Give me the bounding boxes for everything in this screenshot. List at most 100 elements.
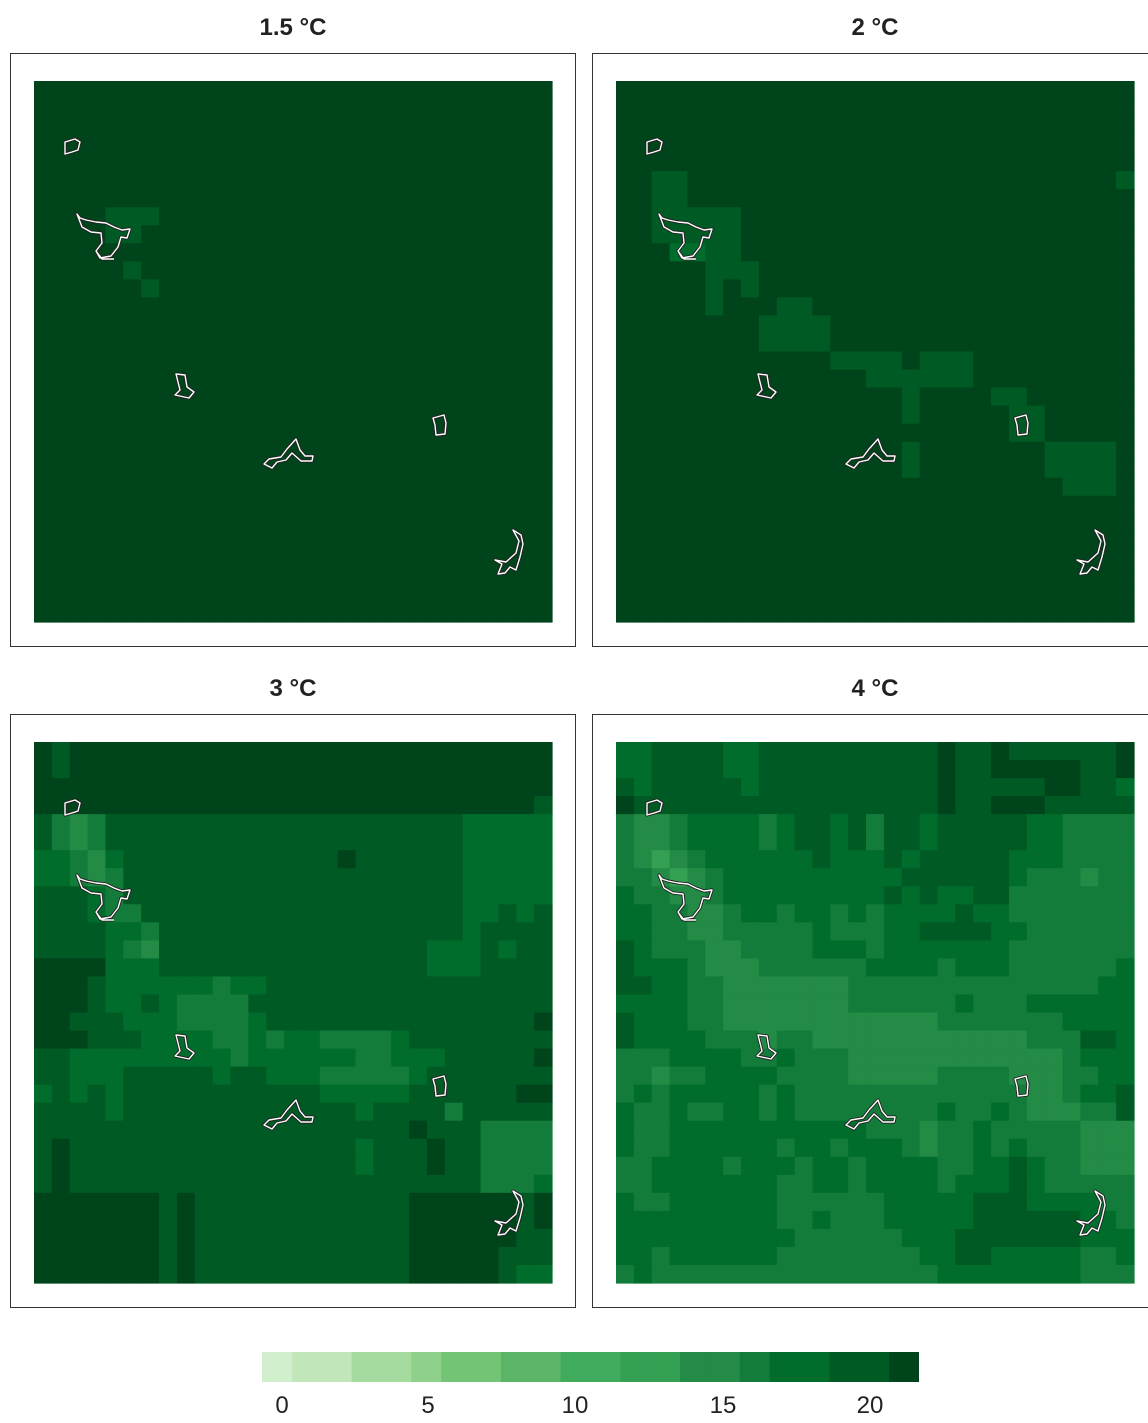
colorbar-tick-label: 10: [561, 1392, 589, 1419]
heatmap-cell: [391, 207, 410, 226]
heatmap-cell: [194, 1102, 214, 1122]
heatmap-cell: [1116, 1066, 1135, 1086]
heatmap-cell: [812, 796, 831, 815]
heatmap-cell: [516, 742, 535, 761]
heatmap-cell: [498, 1246, 517, 1266]
heatmap-cell: [69, 1030, 89, 1050]
heatmap-cell: [337, 369, 357, 389]
heatmap-cell: [883, 135, 903, 154]
heatmap-cell: [883, 760, 903, 779]
heatmap-cell: [919, 603, 939, 623]
heatmap-cell: [794, 850, 814, 869]
heatmap-cell: [812, 81, 831, 100]
heatmap-cell: [34, 567, 53, 587]
heatmap-cell: [373, 1156, 392, 1176]
map-panel: [10, 53, 576, 647]
heatmap-cell: [373, 153, 392, 172]
heatmap-cell: [1080, 1138, 1099, 1158]
heatmap-cell: [301, 1048, 321, 1068]
colorbar-tick-label: 0: [275, 1392, 289, 1419]
heatmap-cell: [866, 531, 885, 551]
heatmap-cell: [409, 1102, 428, 1122]
heatmap-cell: [141, 243, 160, 262]
heatmap-cell: [391, 279, 410, 298]
heatmap-cell: [141, 868, 160, 887]
heatmap-cell: [723, 1084, 742, 1104]
heatmap-cell: [426, 459, 446, 479]
heatmap-cell: [105, 742, 124, 761]
heatmap-cell: [212, 1084, 232, 1104]
heatmap-cell: [1098, 994, 1117, 1014]
heatmap-cell: [355, 1048, 374, 1068]
heatmap-cell: [337, 994, 357, 1014]
heatmap-cell: [669, 585, 689, 605]
heatmap-cell: [687, 796, 706, 815]
heatmap-cell: [301, 513, 321, 533]
heatmap-cell: [776, 207, 796, 226]
heatmap-cell: [391, 760, 410, 779]
heatmap-cell: [1026, 796, 1046, 815]
heatmap-cell: [705, 567, 724, 587]
heatmap-cell: [266, 1174, 285, 1194]
heatmap-cell: [723, 1174, 742, 1194]
heatmap-cell: [973, 387, 992, 407]
heatmap-cell: [212, 1246, 232, 1266]
heatmap-cell: [651, 369, 671, 389]
heatmap-cell: [516, 99, 535, 118]
heatmap-cell: [973, 1012, 992, 1032]
heatmap-cell: [1008, 459, 1028, 479]
heatmap-cell: [723, 814, 742, 833]
heatmap-cell: [883, 369, 903, 389]
heatmap-cell: [1044, 1246, 1064, 1266]
heatmap-cell: [337, 81, 357, 100]
heatmap-cell: [212, 778, 232, 797]
heatmap-cell: [758, 1228, 778, 1248]
heatmap-cell: [1008, 369, 1028, 389]
heatmap-cell: [462, 495, 482, 515]
heatmap-cell: [937, 1264, 956, 1284]
heatmap-cell: [705, 423, 724, 443]
heatmap-cell: [1116, 1156, 1135, 1176]
heatmap-cell: [266, 279, 285, 298]
heatmap-cell: [848, 495, 867, 515]
heatmap-cell: [937, 387, 956, 407]
heatmap-cell: [776, 135, 796, 154]
heatmap-cell: [87, 459, 107, 479]
heatmap-cell: [955, 459, 974, 479]
heatmap-cell: [123, 1264, 142, 1284]
heatmap-cell: [741, 477, 760, 497]
heatmap-cell: [105, 279, 124, 298]
heatmap-cell: [1080, 441, 1099, 461]
heatmap-cell: [176, 994, 196, 1014]
heatmap-cell: [616, 477, 635, 497]
heatmap-cell: [866, 459, 885, 479]
heatmap-cell: [337, 477, 357, 497]
heatmap-cell: [1116, 1030, 1135, 1050]
heatmap-cell: [687, 922, 706, 941]
heatmap-cell: [1098, 99, 1117, 118]
heatmap-cell: [34, 814, 53, 833]
heatmap-cells: [616, 742, 1135, 1284]
heatmap-cell: [284, 351, 303, 371]
heatmap-cell: [848, 531, 867, 551]
heatmap-cell: [723, 297, 742, 317]
heatmap-cell: [616, 814, 635, 833]
heatmap-cell: [1080, 189, 1099, 208]
heatmap-cell: [687, 814, 706, 833]
heatmap-cell: [212, 1264, 232, 1284]
heatmap-cell: [919, 850, 939, 869]
heatmap-cell: [812, 1048, 831, 1068]
heatmap-cell: [1044, 1012, 1064, 1032]
heatmap-cell: [105, 189, 124, 208]
heatmap-cell: [391, 549, 410, 569]
heatmap-cell: [534, 135, 553, 154]
heatmap-cell: [212, 1048, 232, 1068]
heatmap-cell: [248, 171, 267, 190]
heatmap-cell: [141, 153, 160, 172]
heatmap-cell: [1044, 1174, 1064, 1194]
heatmap-cell: [480, 333, 500, 353]
heatmap-cell: [669, 261, 689, 280]
heatmap-cell: [284, 333, 303, 353]
heatmap-cell: [159, 832, 178, 851]
heatmap-cell: [534, 495, 553, 515]
